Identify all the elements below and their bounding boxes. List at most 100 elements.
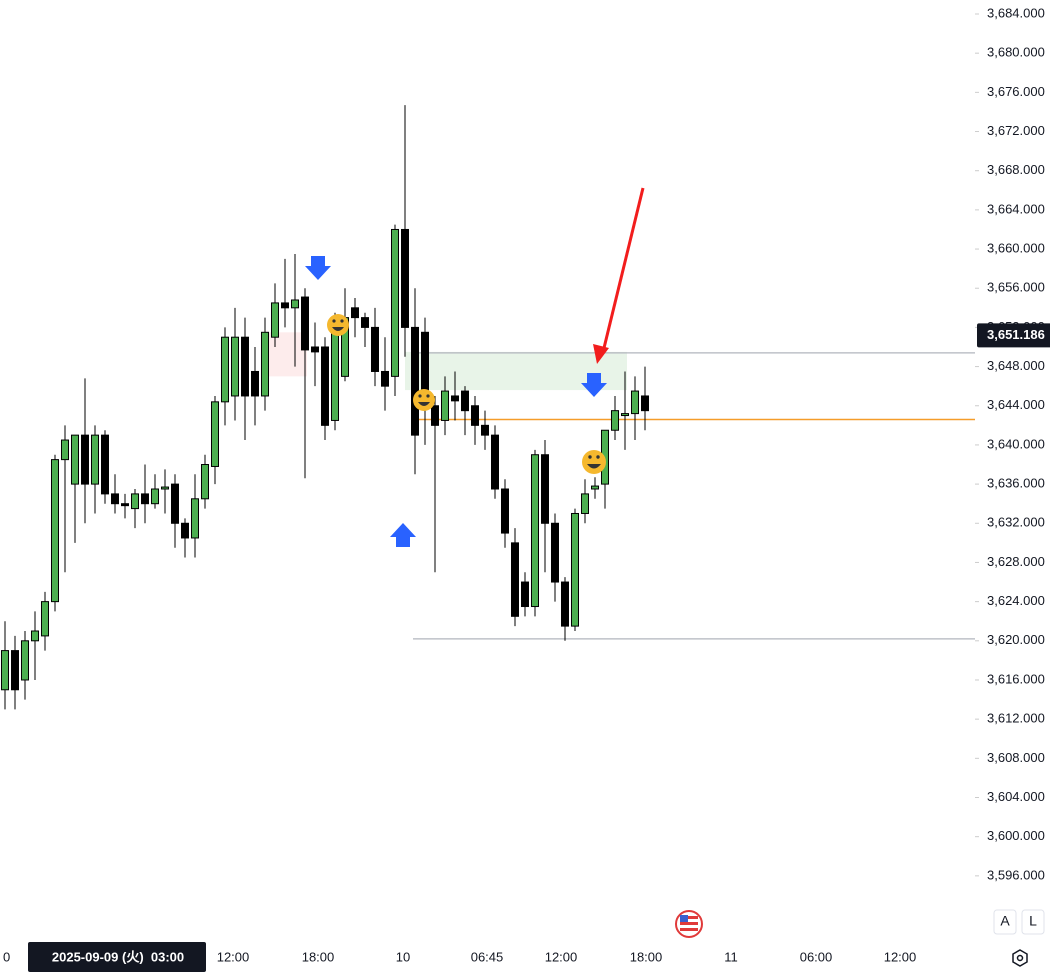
candle-body bbox=[91, 434, 99, 485]
candle-body bbox=[481, 424, 489, 436]
y-tick-label: 3,624.000 bbox=[987, 593, 1045, 608]
x-tick-label: 0 bbox=[3, 949, 10, 964]
annotation-arrow bbox=[602, 187, 645, 349]
candle-body bbox=[401, 228, 409, 328]
candle-body bbox=[81, 434, 89, 485]
candle-body bbox=[51, 459, 59, 603]
y-tick-label: 3,612.000 bbox=[987, 711, 1045, 726]
candle-body bbox=[191, 498, 199, 539]
flag-icon bbox=[675, 910, 703, 938]
candle-body bbox=[21, 640, 29, 681]
candle-body bbox=[201, 464, 209, 500]
candle-body bbox=[251, 370, 259, 397]
candle-body bbox=[361, 317, 369, 328]
candle-body bbox=[311, 346, 319, 353]
zone bbox=[265, 332, 307, 377]
candle-body bbox=[641, 395, 649, 412]
y-tick-label: 3,600.000 bbox=[987, 828, 1045, 843]
candle-body bbox=[561, 581, 569, 627]
candle-body bbox=[321, 346, 329, 426]
scale-button-label[interactable]: A bbox=[1000, 913, 1010, 929]
x-tick-label: 18:00 bbox=[630, 949, 663, 964]
candle-body bbox=[381, 370, 389, 387]
y-tick-label: 3,648.000 bbox=[987, 358, 1045, 373]
y-tick-label: 3,640.000 bbox=[987, 436, 1045, 451]
crosshair-time-box bbox=[28, 942, 206, 972]
candle-body bbox=[231, 336, 239, 397]
candle-body bbox=[261, 331, 269, 397]
candle-body bbox=[301, 296, 309, 351]
y-tick-label: 3,656.000 bbox=[987, 280, 1045, 295]
y-tick-label: 3,644.000 bbox=[987, 397, 1045, 412]
candle-body bbox=[41, 601, 49, 637]
candle-body bbox=[391, 228, 399, 377]
candle-body bbox=[371, 326, 379, 372]
candle-body bbox=[521, 581, 529, 608]
candle-body bbox=[101, 434, 109, 495]
candle-body bbox=[131, 493, 139, 510]
candle-body bbox=[221, 336, 229, 403]
signal-arrow-down bbox=[581, 373, 607, 397]
candle-body bbox=[61, 439, 69, 461]
emoji bbox=[582, 450, 606, 474]
candle-body bbox=[211, 401, 219, 467]
settings-icon[interactable] bbox=[1012, 949, 1028, 967]
scale-button[interactable] bbox=[993, 909, 1017, 935]
candle-body bbox=[181, 522, 189, 539]
y-tick-label: 3,680.000 bbox=[987, 45, 1045, 60]
y-tick-label: 3,608.000 bbox=[987, 750, 1045, 765]
y-tick-label: 3,628.000 bbox=[987, 554, 1045, 569]
emoji bbox=[413, 389, 435, 411]
candle-body bbox=[291, 299, 299, 309]
candle-body bbox=[471, 405, 479, 426]
emoji bbox=[327, 314, 349, 336]
annotation-arrowhead bbox=[593, 344, 609, 364]
signal-arrow-down bbox=[305, 256, 331, 280]
candle-body bbox=[141, 493, 149, 505]
last-price-box bbox=[977, 323, 1050, 348]
candle-body bbox=[111, 493, 119, 505]
candle-body bbox=[491, 434, 499, 490]
candle-body bbox=[451, 395, 459, 402]
y-tick-label: 3,596.000 bbox=[987, 867, 1045, 882]
y-tick-label: 3,664.000 bbox=[987, 201, 1045, 216]
candle-body bbox=[411, 326, 419, 436]
candle-body bbox=[541, 454, 549, 524]
candle-body bbox=[571, 512, 579, 627]
candle-body bbox=[11, 650, 19, 691]
scale-button-label[interactable]: L bbox=[1029, 913, 1037, 929]
candle-body bbox=[31, 630, 39, 642]
candle-body bbox=[551, 522, 559, 583]
candle-body bbox=[171, 483, 179, 524]
x-tick-label: 11 bbox=[724, 949, 738, 964]
y-tick-label: 3,636.000 bbox=[987, 476, 1045, 491]
candle-body bbox=[121, 503, 129, 507]
candle-body bbox=[591, 485, 599, 490]
x-tick-label: 2025-09-09 (火) 03:00 bbox=[52, 949, 184, 964]
candle-body bbox=[241, 336, 249, 397]
last-price-label: 3,651.186 bbox=[987, 327, 1045, 342]
settings-icon-center bbox=[1016, 954, 1024, 962]
x-tick-label: 12:00 bbox=[884, 949, 917, 964]
candle-body bbox=[611, 410, 619, 431]
y-tick-label: 3,660.000 bbox=[987, 240, 1045, 255]
y-tick-label: 3,684.000 bbox=[987, 5, 1045, 20]
x-tick-label: 12:00 bbox=[217, 949, 250, 964]
scale-button[interactable] bbox=[1021, 909, 1045, 935]
candle-body bbox=[351, 307, 359, 319]
candle-body bbox=[271, 302, 279, 338]
x-tick-label: 12:00 bbox=[545, 949, 578, 964]
candle-body bbox=[511, 542, 519, 617]
y-tick-label: 3,672.000 bbox=[987, 123, 1045, 138]
candle-body bbox=[431, 405, 439, 426]
y-tick-label: 3,668.000 bbox=[987, 162, 1045, 177]
x-tick-label: 06:00 bbox=[800, 949, 833, 964]
candle-body bbox=[501, 488, 509, 534]
candle-body bbox=[281, 302, 289, 309]
candle-body bbox=[71, 434, 79, 485]
x-tick-label: 10 bbox=[396, 949, 410, 964]
candle-body bbox=[631, 390, 639, 415]
y-tick-label: 3,620.000 bbox=[987, 632, 1045, 647]
x-tick-label: 18:00 bbox=[302, 949, 335, 964]
candle-body bbox=[531, 454, 539, 608]
